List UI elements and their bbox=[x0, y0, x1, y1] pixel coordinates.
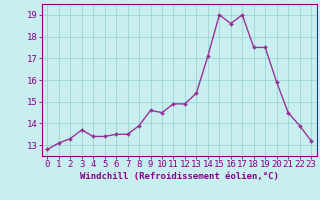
X-axis label: Windchill (Refroidissement éolien,°C): Windchill (Refroidissement éolien,°C) bbox=[80, 172, 279, 181]
